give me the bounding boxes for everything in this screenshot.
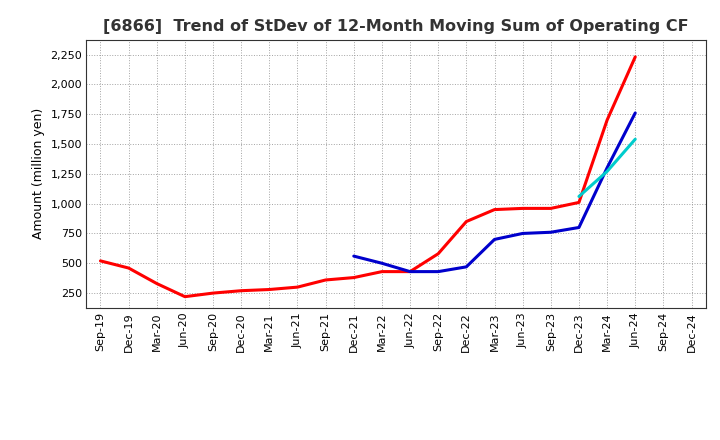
Y-axis label: Amount (million yen): Amount (million yen) (32, 108, 45, 239)
Legend: 3 Years, 5 Years, 7 Years, 10 Years: 3 Years, 5 Years, 7 Years, 10 Years (206, 434, 586, 440)
Title: [6866]  Trend of StDev of 12-Month Moving Sum of Operating CF: [6866] Trend of StDev of 12-Month Moving… (103, 19, 689, 34)
